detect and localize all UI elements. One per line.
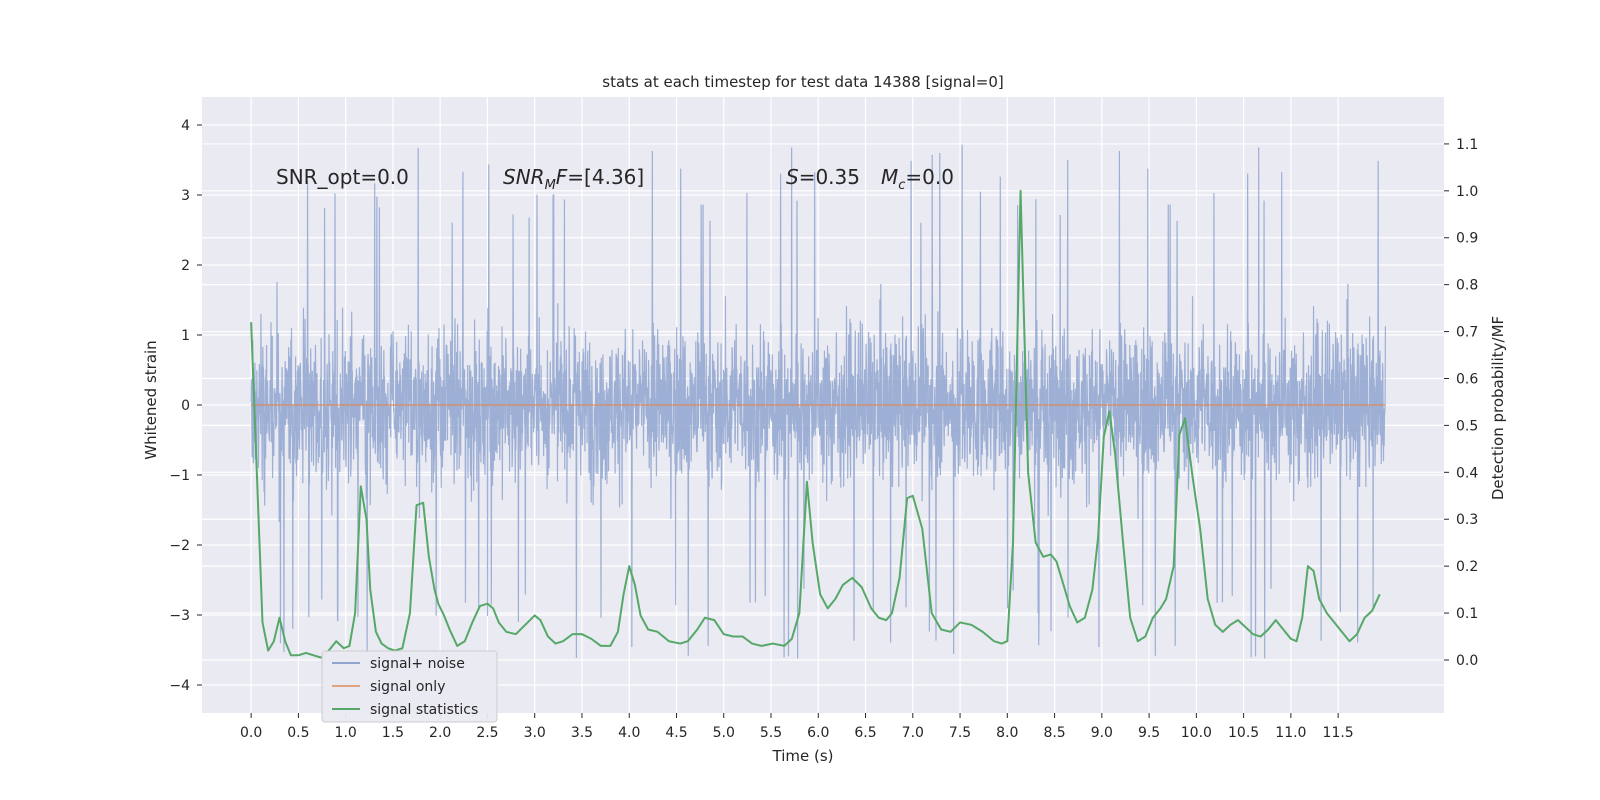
x-tick-label-7: 3.5	[571, 725, 593, 741]
y2-tick-label-10: 0.1	[1456, 606, 1478, 622]
y2-tick-label-0: 1.1	[1456, 137, 1478, 153]
y-tick-label-2: 2	[181, 258, 190, 274]
x-tick-label-21: 10.5	[1228, 725, 1259, 741]
legend-label-signal-only: signal only	[370, 679, 445, 695]
y2-tick-label-1: 1.0	[1456, 184, 1478, 200]
legend: signal+ noise signal only signal statist…	[321, 650, 498, 723]
x-tick-label-22: 11.0	[1275, 725, 1306, 741]
x-tick-label-11: 5.5	[760, 725, 782, 741]
y2-tick-label-4: 0.7	[1456, 325, 1478, 341]
y2-tick-label-5: 0.6	[1456, 371, 1478, 387]
y-tick-label-8: −4	[169, 678, 190, 694]
y-tick-label-1: 3	[181, 188, 190, 204]
snr-mf-tail-var: F	[556, 165, 568, 189]
x-tick-label-23: 11.5	[1323, 725, 1354, 741]
y2-tick-label-6: 0.5	[1456, 418, 1478, 434]
x-tick-label-19: 9.5	[1138, 725, 1160, 741]
series-signal-noise	[250, 144, 1386, 659]
mc-var: M	[881, 165, 898, 189]
x-tick-label-5: 2.5	[476, 725, 498, 741]
s-var: S	[786, 165, 799, 189]
y-axis-ticks: 4 3 2 1 0 −1 −2 −3 −4	[169, 118, 202, 694]
s-val: =0.35	[799, 165, 860, 189]
x-tick-label-15: 7.5	[949, 725, 971, 741]
y2-tick-label-8: 0.3	[1456, 512, 1478, 528]
legend-label-signal-statistics: signal statistics	[370, 702, 478, 718]
y-tick-label-0: 4	[181, 118, 190, 134]
snr-mf-sub: M	[545, 178, 556, 193]
annotation-mc: Mc=0.0	[881, 165, 954, 193]
x-axis-ticks: 0.0 0.5 1.0 1.5 2.0 2.5 3.0 3.5 4.0 4.5 5.0 5.5 6.0 6…	[240, 713, 1354, 741]
y-axis-label: Whitened strain	[142, 340, 160, 459]
x-tick-label-14: 7.0	[902, 725, 924, 741]
x-tick-label-8: 4.0	[618, 725, 640, 741]
snr-mf-base: SNR	[503, 165, 545, 189]
x-tick-label-1: 0.5	[287, 725, 309, 741]
x-tick-label-4: 2.0	[429, 725, 451, 741]
x-tick-label-10: 5.0	[713, 725, 735, 741]
y2-tick-label-2: 0.9	[1456, 231, 1478, 247]
mc-val: =0.0	[905, 165, 954, 189]
x-tick-label-6: 3.0	[524, 725, 546, 741]
annotation-snr-opt: SNR_opt=0.0	[276, 165, 409, 189]
x-tick-label-13: 6.5	[854, 725, 876, 741]
y-tick-label-7: −3	[169, 608, 190, 624]
signal-noise-line	[250, 144, 1386, 659]
x-tick-label-3: 1.5	[382, 725, 404, 741]
y2-tick-label-7: 0.4	[1456, 465, 1478, 481]
y2-tick-label-3: 0.8	[1456, 278, 1478, 294]
y2-tick-label-9: 0.2	[1456, 559, 1478, 575]
annotation-snr-mf: SNRMF=[4.36]	[503, 165, 644, 193]
y-tick-label-5: −1	[169, 468, 190, 484]
x-tick-label-9: 4.5	[665, 725, 687, 741]
x-axis-label: Time (s)	[772, 747, 834, 765]
x-tick-label-2: 1.0	[335, 725, 357, 741]
x-tick-label-16: 8.0	[996, 725, 1018, 741]
chart-title: stats at each timestep for test data 143…	[602, 73, 1003, 91]
legend-label-signal-noise: signal+ noise	[370, 656, 465, 672]
y-tick-label-4: 0	[181, 398, 190, 414]
x-tick-label-17: 8.5	[1043, 725, 1065, 741]
annotation-s: S=0.35	[786, 165, 860, 189]
y2-axis-ticks: 1.1 1.0 0.9 0.8 0.7 0.6 0.5 0.4 0.3 0.2 0.1 0.0	[1444, 137, 1478, 669]
x-tick-label-0: 0.0	[240, 725, 262, 741]
x-tick-label-12: 6.0	[807, 725, 829, 741]
y-tick-label-3: 1	[181, 328, 190, 344]
x-tick-label-18: 9.0	[1091, 725, 1113, 741]
y-tick-label-6: −2	[169, 538, 190, 554]
y2-tick-label-11: 0.0	[1456, 653, 1478, 669]
snr-mf-tail: =[4.36]	[567, 165, 644, 189]
legend-box	[321, 650, 498, 723]
mc-sub: c	[898, 178, 905, 193]
y2-axis-label: Detection probability/MF	[1489, 316, 1507, 500]
signal-statistics-line	[250, 189, 1381, 659]
x-tick-label-20: 10.0	[1181, 725, 1212, 741]
series-signal-statistics	[250, 189, 1381, 659]
